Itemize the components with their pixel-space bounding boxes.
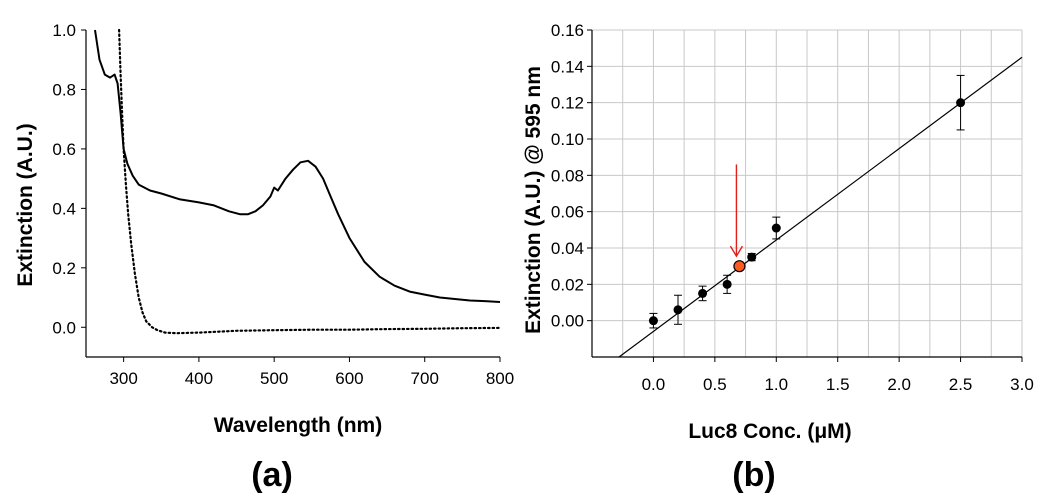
panel-b-y-tick-label: 0.12: [551, 94, 584, 113]
panel-a-x-tick-label: 700: [411, 369, 439, 388]
panel-b-y-tick-label: 0.00: [551, 312, 584, 331]
panel-a-x-tick-label: 500: [260, 369, 288, 388]
panel-a-y-tick-label: 0.8: [52, 80, 76, 99]
panel-b-y-tick-label: 0.06: [551, 203, 584, 222]
panel-b-y-tick-label: 0.16: [551, 21, 584, 40]
panel-b-y-axis-title: Extinction (A.U.) @ 595 nm: [522, 66, 545, 334]
panel-b-x-tick-label: 1.5: [826, 375, 850, 394]
panel-a-x-tick-label: 600: [335, 369, 363, 388]
panel-b-x-tick-label: 0.5: [703, 375, 727, 394]
panel-b-axes: [591, 30, 1022, 358]
panel-b-y-tick-label: 0.14: [551, 57, 584, 76]
panel-b-data-point: [747, 252, 757, 262]
panel-b-y-tick-label: 0.02: [551, 275, 584, 294]
panel-b-x-tick-label: 0.0: [642, 375, 666, 394]
panel-b-data-point: [956, 98, 966, 108]
panel-b-highlight: [729, 164, 746, 273]
panel-b-data-point: [648, 316, 658, 326]
panel-b-highlight-arrow-head: [729, 245, 744, 258]
panel-a-y-tick-label: 1.0: [52, 21, 76, 40]
panel-b-data-point: [722, 279, 732, 289]
panel-a-y-tick-label: 0.0: [52, 318, 76, 337]
panel-b-x-tick-label: 3.0: [1010, 375, 1034, 394]
panel-a-label: (a): [251, 456, 293, 494]
panel-b-highlight-point: [733, 260, 746, 273]
panel-a-y-tick-label: 0.6: [52, 140, 76, 159]
panel-b-label: (b): [732, 456, 775, 494]
panel-b-data-point: [673, 305, 683, 315]
panel-a-y-tick-label: 0.2: [52, 259, 76, 278]
panel-b-y-tick-label: 0.04: [551, 239, 584, 258]
panel-b-x-tick-label: 1.0: [764, 375, 788, 394]
panel-a-y-axis-title: Extinction (A.U.): [14, 123, 37, 286]
panel-a-x-axis-title: Wavelength (nm): [214, 414, 382, 437]
panel-a-dotted-series-line: [117, 28, 502, 335]
panel-a-axes: [85, 30, 500, 358]
panel-b-data-point: [771, 223, 781, 233]
panel-b-y-tick-label: 0.08: [551, 166, 584, 185]
panel-b-grid: [591, 29, 1023, 358]
panel-a-x-tick-label: 400: [185, 369, 213, 388]
panel-b-y-tick-label: 0.10: [551, 130, 584, 149]
panel-b-x-tick-label: 2.0: [887, 375, 911, 394]
panel-a-series: [94, 28, 502, 335]
panel-a-solid-series-line: [94, 29, 501, 303]
panel-b-data-point: [698, 288, 708, 298]
panel-a-x-tick-label: 800: [486, 369, 514, 388]
panel-b-ticks: 0.00 0.02 0.04 0.06 0.08 0.10 0.12 0.14 0.16 0.0 0…: [551, 21, 1034, 394]
panel-a-x-tick-label: 300: [109, 369, 137, 388]
panel-b-x-tick-label: 2.5: [949, 375, 973, 394]
panel-b-points: [648, 74, 966, 329]
panel-b-fit-line-segment: [618, 56, 1023, 358]
panel-b-fit-line: [618, 56, 1023, 358]
panel-b-x-axis-title: Luc8 Conc. (μM): [688, 420, 851, 443]
panel-a-ticks: 0.0 0.2 0.4 0.6 0.8 1.0 300 400 500 600 700 800: [52, 21, 514, 388]
chart-panel-b: 0.00 0.02 0.04 0.06 0.08 0.10 0.12 0.14 0.16 0.0 0…: [522, 21, 1034, 494]
panel-a-y-tick-label: 0.4: [52, 199, 76, 218]
chart-panel-a: 0.0 0.2 0.4 0.6 0.8 1.0 300 400 500 600 700 800 Wav…: [14, 21, 514, 494]
